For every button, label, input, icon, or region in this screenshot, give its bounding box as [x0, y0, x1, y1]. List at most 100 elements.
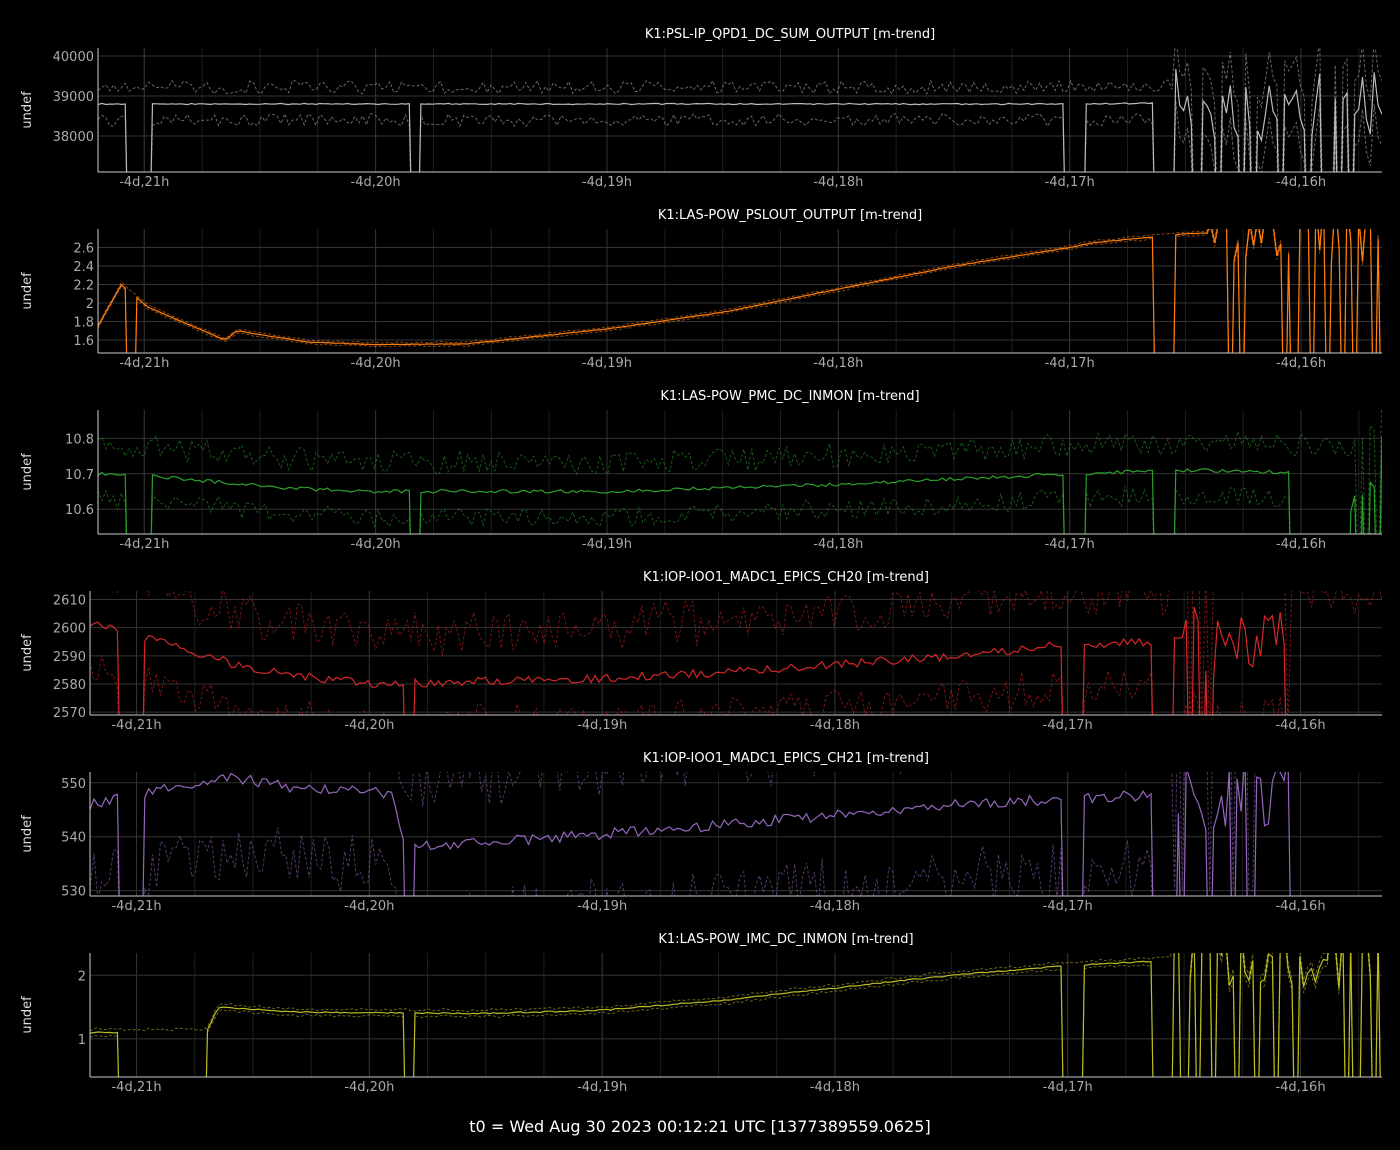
series-max-line: [98, 229, 1381, 353]
x-tick-label: -4d,16h: [1275, 899, 1325, 914]
panel-title: K1:LAS-POW_IMC_DC_INMON [m-trend]: [658, 932, 913, 947]
panel-title: K1:LAS-POW_PSLOUT_OUTPUT [m-trend]: [658, 208, 922, 223]
x-tick-label: -4d,19h: [582, 356, 632, 371]
series-mean-line: [98, 68, 1382, 172]
series-mean-line: [90, 772, 1291, 896]
series-group: [98, 48, 1382, 172]
y-tick-label: 1: [78, 1033, 86, 1048]
x-tick-label: -4d,20h: [351, 537, 401, 552]
series-group: [98, 229, 1381, 353]
x-tick-label: -4d,21h: [111, 899, 161, 914]
x-tick-label: -4d,18h: [810, 1080, 860, 1095]
y-tick-label: 2600: [53, 622, 86, 637]
series-mean-line: [90, 606, 1287, 715]
y-tick-label: 10.8: [65, 432, 94, 447]
y-tick-label: 2.2: [73, 279, 94, 294]
series-group: [98, 410, 1382, 534]
x-tick-label: -4d,17h: [1045, 356, 1095, 371]
x-tick-label: -4d,20h: [344, 718, 394, 733]
y-tick-label: 2.4: [73, 260, 94, 275]
x-tick-label: -4d,19h: [577, 899, 627, 914]
x-tick-label: -4d,17h: [1043, 1080, 1093, 1095]
panel-5: K1:IOP-IOO1_MADC1_EPICS_CH21 [m-trend] 53…: [20, 751, 1382, 914]
series-max-line: [116, 591, 1382, 715]
y-tick-label: 1.6: [73, 334, 94, 349]
series-min-line: [98, 100, 1382, 172]
panel-1: K1:PSL-IP_QPD1_DC_SUM_OUTPUT [m-trend] 38…: [20, 27, 1382, 190]
x-tick-label: -4d,19h: [577, 1080, 627, 1095]
t0-footer: t0 = Wed Aug 30 2023 00:12:21 UTC [13773…: [469, 1117, 930, 1136]
y-tick-label: 2590: [53, 650, 86, 665]
series-mean-line: [98, 436, 1382, 534]
x-tick-label: -4d,17h: [1045, 537, 1095, 552]
x-tick-label: -4d,19h: [577, 718, 627, 733]
y-tick-label: 2580: [53, 678, 86, 693]
y-tick-label: 550: [61, 777, 86, 792]
series-group: [90, 772, 1291, 896]
y-axis-label: undef: [20, 91, 35, 129]
y-axis-label: undef: [20, 272, 35, 310]
x-tick-label: -4d,17h: [1043, 718, 1093, 733]
x-tick-label: -4d,16h: [1276, 356, 1326, 371]
series-mean-line: [98, 229, 1381, 353]
x-tick-label: -4d,16h: [1276, 537, 1326, 552]
y-tick-label: 10.7: [65, 468, 94, 483]
x-tick-label: -4d,21h: [119, 356, 169, 371]
series-group: [90, 953, 1381, 1077]
x-tick-label: -4d,18h: [813, 356, 863, 371]
series-min-line: [90, 655, 1283, 715]
series-min-line: [90, 827, 1153, 896]
series-max-line: [98, 410, 1382, 534]
x-tick-label: -4d,16h: [1275, 718, 1325, 733]
x-tick-label: -4d,20h: [351, 175, 401, 190]
panel-title: K1:IOP-IOO1_MADC1_EPICS_CH21 [m-trend]: [643, 751, 929, 766]
series-max-line: [98, 48, 1382, 172]
series-min-line: [98, 229, 1381, 353]
y-tick-label: 540: [61, 831, 86, 846]
panel-3: K1:LAS-POW_PMC_DC_INMON [m-trend] 10.6 10.…: [20, 389, 1382, 552]
panel-title: K1:IOP-IOO1_MADC1_EPICS_CH20 [m-trend]: [643, 570, 929, 585]
y-axis-label: undef: [20, 634, 35, 672]
panel-title: K1:LAS-POW_PMC_DC_INMON [m-trend]: [660, 389, 919, 404]
x-tick-label: -4d,21h: [111, 718, 161, 733]
x-tick-label: -4d,18h: [810, 899, 860, 914]
y-tick-label: 2.6: [73, 242, 94, 257]
x-tick-label: -4d,18h: [813, 537, 863, 552]
panel-6: K1:LAS-POW_IMC_DC_INMON [m-trend] 1 2 undef…: [20, 932, 1382, 1095]
x-tick-label: -4d,20h: [351, 356, 401, 371]
panel-title: K1:PSL-IP_QPD1_DC_SUM_OUTPUT [m-trend]: [645, 27, 935, 42]
y-tick-label: 2610: [53, 593, 86, 608]
y-tick-label: 2: [86, 297, 94, 312]
y-tick-label: 38000: [53, 130, 94, 145]
x-tick-label: -4d,20h: [344, 899, 394, 914]
x-tick-label: -4d,20h: [344, 1080, 394, 1095]
panel-4: K1:IOP-IOO1_MADC1_EPICS_CH20 [m-trend] 25…: [20, 570, 1382, 733]
series-mean-line: [90, 953, 1381, 1077]
series-group: [90, 591, 1382, 715]
panel-2: K1:LAS-POW_PSLOUT_OUTPUT [m-trend] 1.6 1.8…: [20, 208, 1382, 371]
x-tick-label: -4d,19h: [582, 537, 632, 552]
y-tick-label: 2570: [53, 706, 86, 721]
x-tick-label: -4d,21h: [119, 537, 169, 552]
x-tick-label: -4d,17h: [1045, 175, 1095, 190]
y-axis-label: undef: [20, 815, 35, 853]
x-tick-label: -4d,18h: [810, 718, 860, 733]
x-tick-label: -4d,21h: [111, 1080, 161, 1095]
x-tick-label: -4d,17h: [1043, 899, 1093, 914]
y-tick-label: 10.6: [65, 503, 94, 518]
y-tick-label: 1.8: [73, 316, 94, 331]
series-min-line: [98, 485, 1382, 534]
x-tick-label: -4d,16h: [1276, 175, 1326, 190]
y-tick-label: 530: [61, 885, 86, 900]
y-tick-label: 40000: [53, 50, 94, 65]
series-min-line: [90, 953, 1381, 1077]
series-max-line: [90, 953, 1381, 1077]
y-axis-label: undef: [20, 453, 35, 491]
x-tick-label: -4d,21h: [119, 175, 169, 190]
y-axis-label: undef: [20, 996, 35, 1034]
y-tick-label: 2: [78, 969, 86, 984]
y-tick-label: 39000: [53, 90, 94, 105]
x-tick-label: -4d,18h: [813, 175, 863, 190]
x-tick-label: -4d,16h: [1275, 1080, 1325, 1095]
